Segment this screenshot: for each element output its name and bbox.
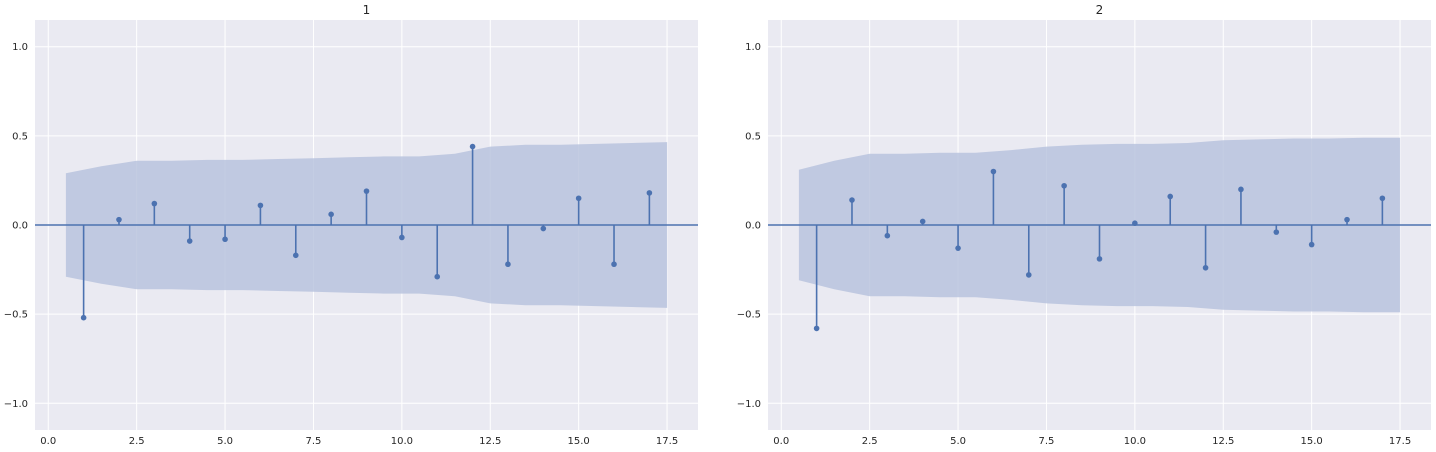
x-tick-label: 0.0 <box>773 436 789 447</box>
x-tick-label: 0.0 <box>40 436 56 447</box>
acf-point <box>1167 193 1174 200</box>
x-tick-label: 5.0 <box>950 436 966 447</box>
acf-point <box>1132 220 1138 227</box>
acf-point <box>1308 241 1315 248</box>
acf-point <box>505 261 511 268</box>
x-tick-label: 2.5 <box>862 436 878 447</box>
x-tick-label: 7.5 <box>1039 436 1055 447</box>
y-tick-label: 0.0 <box>745 221 761 232</box>
acf-panel-1: 0.0 2.5 5.0 7.5 10.0 12.5 15.0 17.5 −1.0 −0.5 0.0 0… <box>4 3 698 447</box>
acf-point <box>151 200 158 207</box>
x-tick-label: 10.0 <box>1124 436 1146 447</box>
acf-point <box>1096 256 1103 262</box>
y-tick-label: 1.0 <box>745 42 761 53</box>
x-tick-label: 12.5 <box>479 436 501 447</box>
y-tick-label: 0.0 <box>12 221 28 232</box>
y-tick-label: −0.5 <box>4 310 28 321</box>
y-tick-label: −1.0 <box>737 399 761 410</box>
chart-title: 2 <box>1096 3 1104 17</box>
acf-point <box>1238 186 1244 193</box>
acf-point <box>540 225 547 232</box>
acf-point <box>80 314 87 321</box>
x-tick-label: 17.5 <box>1389 436 1411 447</box>
y-tick-label: 1.0 <box>12 42 28 53</box>
acf-point <box>222 236 228 243</box>
acf-panel-2: 0.0 2.5 5.0 7.5 10.0 12.5 15.0 17.5 −1.0 −0.5 0.0 0… <box>737 3 1431 447</box>
acf-point <box>990 168 997 175</box>
acf-point <box>1379 195 1386 202</box>
chart-title: 1 <box>363 3 371 17</box>
x-tick-label: 10.0 <box>391 436 413 447</box>
acf-point <box>575 195 582 202</box>
acf-point <box>646 190 653 196</box>
acf-point <box>1202 264 1209 271</box>
acf-point <box>469 143 476 150</box>
acf-point <box>1025 272 1032 278</box>
acf-point <box>328 211 334 218</box>
acf-point <box>363 188 370 194</box>
x-tick-label: 5.0 <box>217 436 233 447</box>
x-tick-label: 17.5 <box>656 436 678 447</box>
acf-point <box>919 218 926 225</box>
acf-point <box>116 216 122 223</box>
acf-point <box>257 202 264 209</box>
acf-point <box>955 245 961 251</box>
x-tick-label: 12.5 <box>1212 436 1234 447</box>
acf-point <box>292 252 299 259</box>
y-tick-label: 0.5 <box>745 131 761 142</box>
x-tick-label: 15.0 <box>1301 436 1323 447</box>
x-tick-label: 15.0 <box>568 436 590 447</box>
y-tick-label: −0.5 <box>737 310 761 321</box>
acf-point <box>1344 216 1350 223</box>
y-tick-label: −1.0 <box>4 399 28 410</box>
acf-point <box>611 261 617 268</box>
acf-point <box>813 325 820 332</box>
acf-point <box>1273 229 1280 235</box>
y-tick-label: 0.5 <box>12 131 28 142</box>
acf-point <box>849 197 855 203</box>
acf-point <box>884 232 891 239</box>
acf-point <box>434 273 441 280</box>
acf-point <box>399 234 405 241</box>
acf-point <box>1061 182 1067 189</box>
x-tick-label: 2.5 <box>129 436 145 447</box>
acf-point <box>186 238 193 244</box>
x-tick-label: 7.5 <box>306 436 322 447</box>
